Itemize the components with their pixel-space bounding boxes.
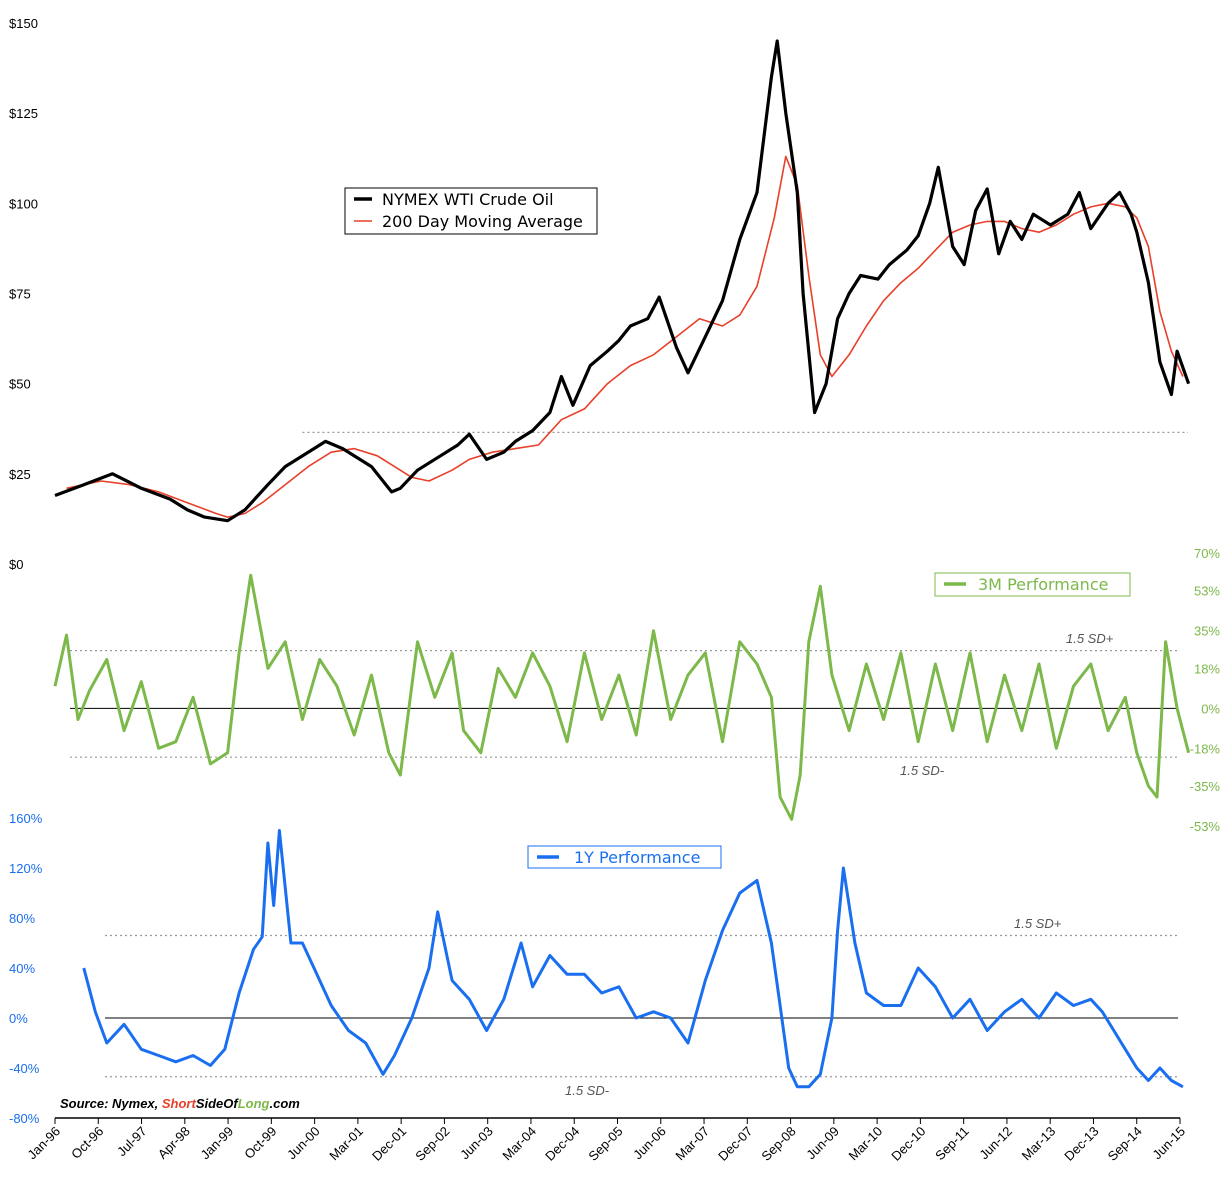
perf1y-legend-label: 1Y Performance xyxy=(574,848,700,867)
price-series-group xyxy=(54,39,1191,523)
x-tick-label: Mar-01 xyxy=(326,1124,366,1164)
x-tick-label: Sep-05 xyxy=(585,1124,625,1164)
price-legend-box xyxy=(344,187,598,235)
perf3m-y-tick-label: 53% xyxy=(1194,584,1220,599)
ma-legend-label: 200 Day Moving Average xyxy=(382,212,583,231)
x-tick-label: Jun-06 xyxy=(630,1124,669,1163)
x-tick-label: Mar-10 xyxy=(846,1124,886,1164)
x-axis-ticks: Jan-96 Oct-96 Jul-97 Apr-98 Jan-99 Oct-99 Jun-… xyxy=(24,1118,1188,1164)
source-note: Source: Nymex, ShortSideOfLong.com xyxy=(60,1096,300,1111)
perf1y-y-tick-label: 80% xyxy=(9,911,35,926)
perf3m-sd-plus-label: 1.5 SD+ xyxy=(1066,631,1114,646)
perf1y-sd-plus-label: 1.5 SD+ xyxy=(1014,916,1062,931)
x-tick-label: Jun-00 xyxy=(284,1124,323,1163)
perf1y-y-tick-label: 120% xyxy=(9,861,43,876)
price-y-tick-label: $25 xyxy=(9,467,31,482)
price-y-tick-label: $150 xyxy=(9,16,38,31)
perf1y-y-tick-label: 40% xyxy=(9,961,35,976)
x-tick-label: Dec-01 xyxy=(369,1124,409,1164)
x-tick-label: Dec-10 xyxy=(888,1124,928,1164)
source-brand-long: Long xyxy=(238,1096,270,1111)
x-tick-label: Jun-12 xyxy=(976,1124,1015,1163)
perf1y-sd-minus-label: 1.5 SD- xyxy=(565,1083,610,1098)
x-tick-label: Jun-15 xyxy=(1149,1124,1188,1163)
perf3m-legend-box xyxy=(934,572,1131,597)
perf1y-y-axis: 160% 120% 80% 40% 0% -40% -80% xyxy=(9,811,43,1126)
perf1y-reference-lines xyxy=(105,934,1178,1078)
price-y-tick-label: $75 xyxy=(9,287,31,302)
perf1y-legend-box xyxy=(527,845,722,869)
x-tick-label: Sep-14 xyxy=(1105,1124,1145,1164)
source-brand-short: Short xyxy=(162,1096,197,1111)
price-legend: NYMEX WTI Crude Oil 200 Day Moving Avera… xyxy=(344,187,598,235)
perf1y-series-group xyxy=(82,829,1184,1089)
x-tick-label: Oct-96 xyxy=(68,1124,106,1162)
perf3m-reference-lines xyxy=(70,650,1178,758)
x-tick-label: Dec-04 xyxy=(542,1124,582,1164)
source-suffix: .com xyxy=(270,1096,301,1111)
x-tick-label: Mar-13 xyxy=(1019,1124,1059,1164)
perf3m-y-axis: 70% 53% 35% 18% 0% -18% -35% -53% xyxy=(1190,546,1221,834)
x-tick-label: Sep-08 xyxy=(758,1124,798,1164)
x-tick-label: Jun-09 xyxy=(803,1124,842,1163)
perf1y-legend: 1Y Performance xyxy=(527,845,722,869)
x-tick-label: Dec-13 xyxy=(1061,1124,1101,1164)
price-legend-label: NYMEX WTI Crude Oil xyxy=(382,190,554,209)
perf3m-y-tick-label: 70% xyxy=(1194,546,1220,561)
perf3m-y-tick-label: 35% xyxy=(1194,624,1220,639)
perf1y-y-tick-label: 160% xyxy=(9,811,43,826)
price-y-tick-label: $50 xyxy=(9,377,31,392)
perf3m-y-tick-label: -53% xyxy=(1190,819,1221,834)
price-y-axis: $0 $25 $50 $75 $100 $125 $150 xyxy=(9,16,38,572)
perf1y-y-tick-label: -80% xyxy=(9,1111,40,1126)
perf3m-y-tick-label: 18% xyxy=(1194,661,1220,676)
x-tick-label: Jan-96 xyxy=(24,1124,63,1163)
perf3m-y-tick-label: -18% xyxy=(1190,741,1221,756)
perf3m-legend-label: 3M Performance xyxy=(978,575,1108,594)
x-tick-label: Jan-99 xyxy=(197,1124,236,1163)
perf1y-y-tick-label: 0% xyxy=(9,1011,28,1026)
perf3m-y-tick-label: 0% xyxy=(1201,701,1220,716)
perf3m-y-tick-label: -35% xyxy=(1190,779,1221,794)
x-tick-label: Dec-07 xyxy=(715,1124,755,1164)
price-y-tick-label: $100 xyxy=(9,196,38,211)
x-tick-label: Jun-03 xyxy=(457,1124,496,1163)
x-tick-label: Apr-98 xyxy=(155,1124,193,1162)
perf3m-series-group xyxy=(53,573,1191,821)
perf3m-sd-minus-label: 1.5 SD- xyxy=(900,763,945,778)
source-brand-side: SideOf xyxy=(196,1096,240,1111)
price-y-tick-label: $125 xyxy=(9,106,38,121)
x-tick-label: Sep-02 xyxy=(412,1124,452,1164)
x-tick-label: Mar-04 xyxy=(499,1124,539,1164)
price-y-tick-label: $0 xyxy=(9,557,23,572)
x-tick-label: Oct-99 xyxy=(241,1124,279,1162)
perf3m-line xyxy=(53,573,1191,821)
ma-200-line xyxy=(66,155,1184,518)
perf1y-y-tick-label: -40% xyxy=(9,1061,40,1076)
perf3m-legend: 3M Performance xyxy=(934,572,1131,597)
x-tick-label: Sep-11 xyxy=(932,1124,972,1164)
perf1y-line xyxy=(82,829,1184,1089)
wti-price-line xyxy=(54,39,1191,523)
x-tick-label: Mar-07 xyxy=(672,1124,712,1164)
x-tick-label: Jul-97 xyxy=(114,1124,150,1160)
source-prefix: Source: Nymex, xyxy=(60,1096,162,1111)
